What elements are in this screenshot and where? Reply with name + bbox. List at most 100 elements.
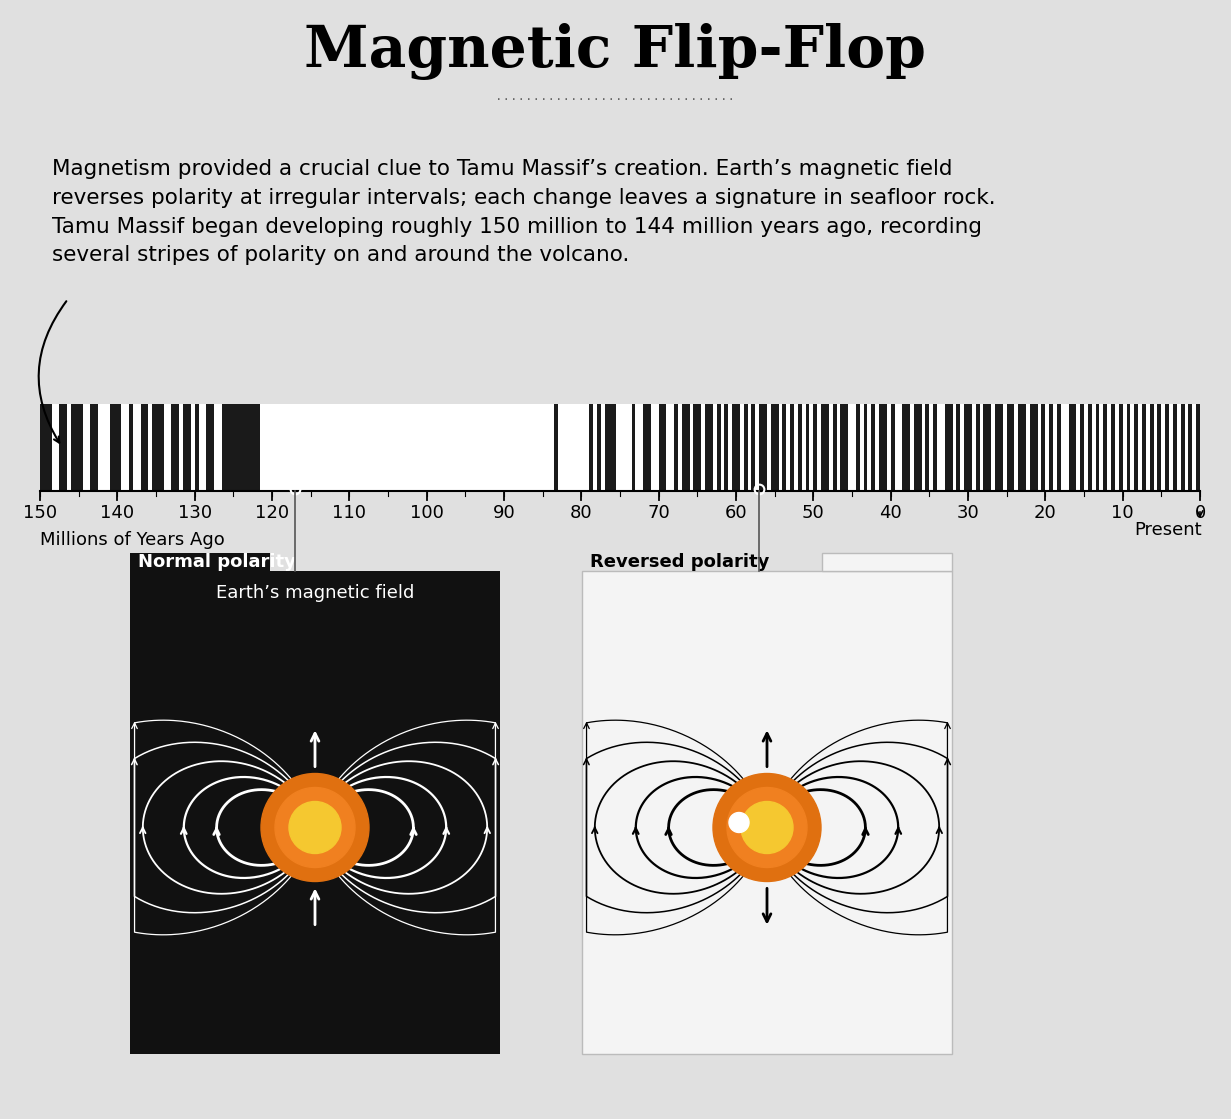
Bar	[1025, 404, 1030, 491]
Text: 110: 110	[332, 504, 367, 521]
Bar	[1092, 404, 1096, 491]
Text: Normal polarity: Normal polarity	[138, 553, 295, 571]
Bar	[678, 404, 682, 491]
Bar	[1177, 404, 1181, 491]
Bar	[130, 553, 270, 571]
Bar	[98, 404, 110, 491]
Circle shape	[261, 773, 369, 882]
Bar	[1076, 404, 1080, 491]
Bar	[191, 404, 194, 491]
Text: 0: 0	[1194, 504, 1205, 521]
Bar	[1099, 404, 1103, 491]
Text: Magnetism provided a crucial clue to Tamu Massif’s creation. Earth’s magnetic fi: Magnetism provided a crucial clue to Tam…	[52, 159, 996, 265]
Bar	[953, 404, 956, 491]
Bar	[822, 553, 952, 571]
Text: Millions of Years Ago: Millions of Years Ago	[39, 532, 225, 549]
Bar	[198, 404, 207, 491]
Bar	[837, 404, 841, 491]
Bar	[1161, 404, 1166, 491]
Bar	[164, 404, 171, 491]
Bar	[52, 404, 59, 491]
Bar	[817, 404, 821, 491]
Bar	[729, 404, 732, 491]
Bar	[848, 404, 856, 491]
Bar	[922, 404, 926, 491]
Text: 80: 80	[570, 504, 592, 521]
Bar	[130, 571, 500, 1054]
Bar	[39, 404, 1200, 491]
Text: 100: 100	[410, 504, 443, 521]
Circle shape	[289, 801, 341, 854]
Bar	[593, 404, 597, 491]
Bar	[1053, 404, 1057, 491]
Bar	[1146, 404, 1150, 491]
Bar	[828, 404, 832, 491]
Bar	[713, 404, 716, 491]
Bar	[810, 404, 814, 491]
Bar	[651, 404, 659, 491]
Text: 90: 90	[492, 504, 516, 521]
Bar	[720, 404, 724, 491]
Circle shape	[728, 788, 808, 867]
Text: 30: 30	[956, 504, 980, 521]
Bar	[214, 404, 222, 491]
Bar	[702, 404, 705, 491]
Text: 10: 10	[1112, 504, 1134, 521]
Bar	[910, 404, 913, 491]
Circle shape	[275, 788, 355, 867]
Bar	[635, 404, 644, 491]
Bar	[558, 404, 590, 491]
Bar	[1085, 404, 1088, 491]
Bar	[666, 404, 675, 491]
Bar	[875, 404, 879, 491]
Bar	[1115, 404, 1119, 491]
Text: Reversed polarity: Reversed polarity	[590, 553, 769, 571]
Bar	[1153, 404, 1157, 491]
Bar	[582, 571, 952, 1054]
Bar	[767, 404, 771, 491]
Text: ................................: ................................	[495, 91, 735, 103]
Bar	[971, 404, 976, 491]
Text: Earth’s magnetic field: Earth’s magnetic field	[215, 584, 414, 602]
Circle shape	[713, 773, 821, 882]
Bar	[601, 404, 604, 491]
Bar	[121, 404, 129, 491]
Bar	[1061, 404, 1069, 491]
Bar	[747, 404, 751, 491]
Text: 70: 70	[648, 504, 670, 521]
Bar	[960, 404, 964, 491]
Bar	[1130, 404, 1134, 491]
Text: 50: 50	[801, 504, 825, 521]
Circle shape	[741, 801, 793, 854]
Bar	[46, 441, 78, 461]
Bar	[787, 404, 790, 491]
Bar	[689, 404, 693, 491]
Bar	[82, 404, 90, 491]
Bar	[1123, 404, 1126, 491]
Bar	[1107, 404, 1112, 491]
Text: 20: 20	[1034, 504, 1056, 521]
Bar	[261, 404, 554, 491]
Bar	[1045, 404, 1049, 491]
Text: 130: 130	[177, 504, 212, 521]
Bar	[740, 404, 744, 491]
Bar	[1184, 404, 1188, 491]
Bar	[1169, 404, 1173, 491]
Bar	[895, 404, 902, 491]
Bar	[794, 404, 798, 491]
Bar	[1014, 404, 1018, 491]
Text: 140: 140	[100, 504, 134, 521]
Text: 40: 40	[879, 504, 902, 521]
Bar	[1038, 404, 1041, 491]
Bar	[66, 404, 71, 491]
Bar	[148, 404, 153, 491]
Text: 150: 150	[23, 504, 57, 521]
Bar	[980, 404, 984, 491]
Bar	[180, 404, 183, 491]
Bar	[617, 404, 632, 491]
Text: 60: 60	[725, 504, 747, 521]
Bar	[1003, 404, 1007, 491]
Bar	[133, 404, 140, 491]
Text: Present: Present	[1135, 521, 1201, 539]
Bar	[1139, 404, 1142, 491]
